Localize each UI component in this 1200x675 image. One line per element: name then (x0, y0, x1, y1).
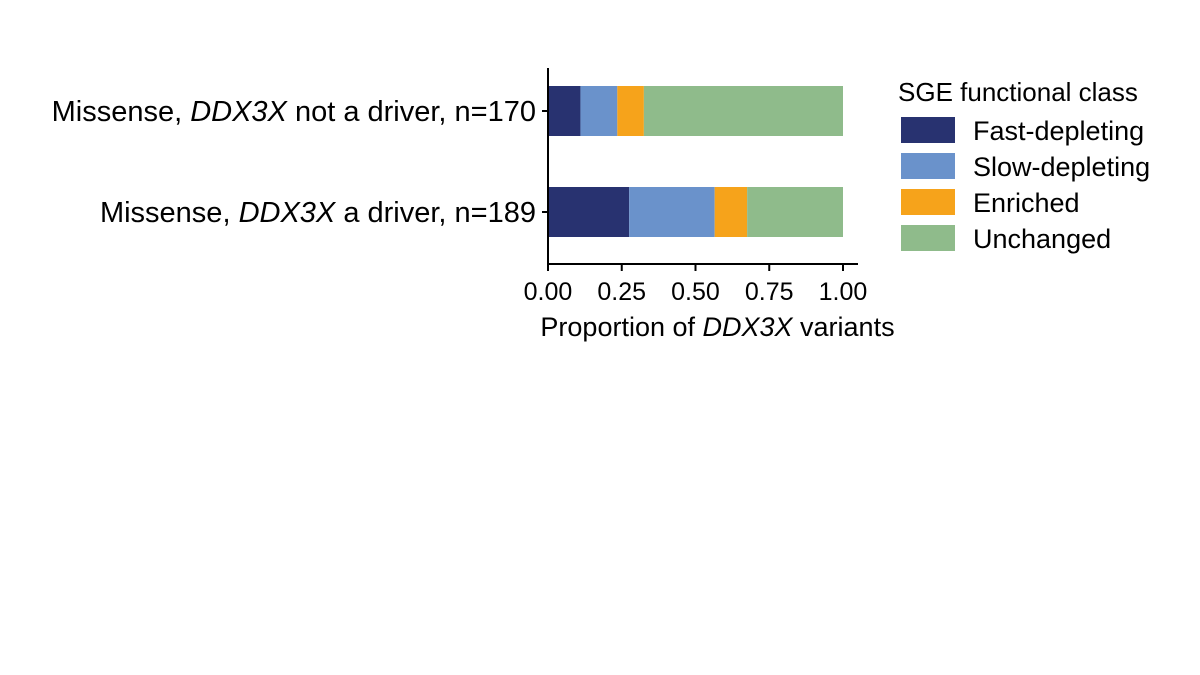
bar-segment (714, 187, 748, 237)
legend-swatch (901, 189, 955, 215)
legend-title: SGE functional class (898, 77, 1138, 107)
label-segment: Missense, (52, 96, 191, 128)
x-tick-label: 0.25 (597, 278, 646, 306)
legend-label: Slow-depleting (973, 152, 1150, 182)
x-tick-label: 1.00 (819, 278, 868, 306)
label-segment: DDX3X (703, 312, 794, 342)
label-segment: DDX3X (190, 96, 288, 128)
bar-segment (580, 86, 618, 136)
label-segment: a driver, n=189 (335, 197, 536, 229)
label-segment: Proportion of (540, 312, 702, 342)
label-segment: DDX3X (239, 197, 337, 229)
bar-segment (747, 187, 843, 237)
legend-label: Enriched (973, 188, 1080, 218)
label-segment: not a driver, n=170 (287, 96, 536, 128)
legend: SGE functional class Fast-depleting Slow-d… (898, 77, 1150, 254)
legend-label: Unchanged (973, 224, 1111, 254)
bar-segment (629, 187, 715, 237)
bar-segment (548, 86, 581, 136)
bar-segment (643, 86, 843, 136)
category-label: Missense, DDX3X not a driver, n=170 (52, 96, 536, 128)
bar-segment (548, 187, 630, 237)
label-segment: variants (793, 312, 895, 342)
legend-swatch (901, 225, 955, 251)
x-axis: 0.00 0.25 0.50 0.75 1.00 Proportion of DDX3X … (524, 263, 895, 342)
legend-label: Fast-depleting (973, 116, 1144, 146)
plot-area (548, 86, 843, 237)
category-label: Missense, DDX3X a driver, n=189 (100, 197, 536, 229)
x-tick-label: 0.75 (745, 278, 794, 306)
legend-swatch (901, 153, 955, 179)
x-tick-label: 0.00 (524, 278, 573, 306)
y-axis: Missense, DDX3X not a driver, n=170Misse… (52, 68, 549, 265)
bar-segment (617, 86, 644, 136)
label-segment: Missense, (100, 197, 239, 229)
x-axis-title: Proportion of DDX3X variants (540, 312, 894, 342)
legend-swatch (901, 117, 955, 143)
x-tick-label: 0.50 (671, 278, 720, 306)
